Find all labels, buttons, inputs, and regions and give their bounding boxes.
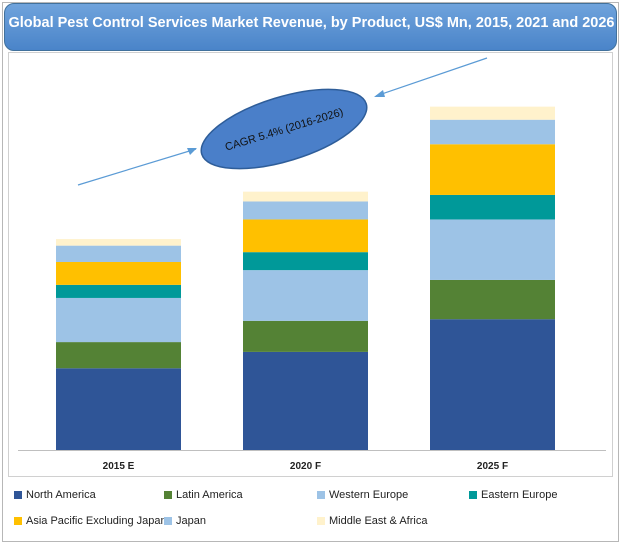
legend-item-eastern-europe: Eastern Europe	[469, 489, 557, 501]
bar-segment-western-europe-2	[430, 219, 555, 280]
bar-segment-latin-america-0	[56, 342, 181, 369]
legend-label: Middle East & Africa	[329, 515, 428, 527]
bar-segment-japan-1	[243, 201, 368, 220]
legend-label: North America	[26, 489, 96, 501]
legend-item-middle-east-africa: Middle East & Africa	[317, 515, 427, 527]
x-tick-label: 2020 F	[290, 461, 321, 472]
bar-segment-latin-america-1	[243, 320, 368, 352]
bar-segment-north-america-0	[56, 368, 181, 450]
bar-segment-japan-2	[430, 119, 555, 145]
cagr-ellipse	[200, 88, 368, 170]
legend-item-north-america: North America	[14, 489, 96, 501]
bar-segment-asia-pacific-excluding-japan-2	[430, 144, 555, 195]
legend-item-latin-america: Latin America	[164, 489, 243, 501]
legend-swatch	[164, 491, 172, 499]
legend-label: Eastern Europe	[481, 489, 558, 501]
legend-swatch	[14, 491, 22, 499]
legend-swatch	[14, 517, 22, 525]
bar-segment-japan-0	[56, 245, 181, 262]
bar-segment-north-america-1	[243, 351, 368, 450]
bar-segment-asia-pacific-excluding-japan-1	[243, 219, 368, 253]
cagr-arrow-right	[375, 57, 488, 97]
cagr-arrow-right-head	[374, 90, 385, 97]
bar-segment-eastern-europe-0	[56, 284, 181, 298]
legend-swatch	[317, 491, 325, 499]
chart-title-bar: Global Pest Control Services Market Reve…	[4, 3, 617, 51]
x-tick-label: 2025 F	[477, 461, 508, 472]
bars-group	[56, 106, 555, 450]
plot-area-border	[8, 52, 613, 477]
bar-segment-asia-pacific-excluding-japan-0	[56, 261, 181, 285]
bar-segment-western-europe-0	[56, 297, 181, 343]
legend-swatch	[164, 517, 172, 525]
legend: North America Latin America Western Euro…	[14, 489, 614, 534]
legend-swatch	[469, 491, 477, 499]
bar-segment-middle-east-africa-0	[56, 239, 181, 246]
chart-title: Global Pest Control Services Market Reve…	[8, 15, 615, 31]
legend-item-asia-pacific: Asia Pacific Excluding Japan	[14, 515, 167, 527]
bar-segment-middle-east-africa-1	[243, 191, 368, 202]
legend-label: Japan	[176, 515, 206, 527]
bar-segment-eastern-europe-2	[430, 194, 555, 220]
legend-label: Asia Pacific Excluding Japan	[26, 515, 167, 527]
bar-segment-eastern-europe-1	[243, 252, 368, 271]
legend-label: Latin America	[176, 489, 243, 501]
bar-segment-middle-east-africa-2	[430, 106, 555, 120]
bar-segment-western-europe-1	[243, 270, 368, 321]
legend-label: Western Europe	[329, 489, 409, 501]
legend-item-western-europe: Western Europe	[317, 489, 408, 501]
x-tick-label: 2015 E	[103, 461, 135, 472]
cagr-arrow-left-head	[187, 148, 197, 155]
legend-item-japan: Japan	[164, 515, 206, 527]
legend-swatch	[317, 517, 325, 525]
bar-segment-latin-america-2	[430, 279, 555, 320]
cagr-arrow-left	[77, 148, 197, 186]
bar-segment-north-america-2	[430, 319, 555, 450]
x-tick-labels: 2015 E 2020 F 2025 F	[103, 461, 508, 472]
